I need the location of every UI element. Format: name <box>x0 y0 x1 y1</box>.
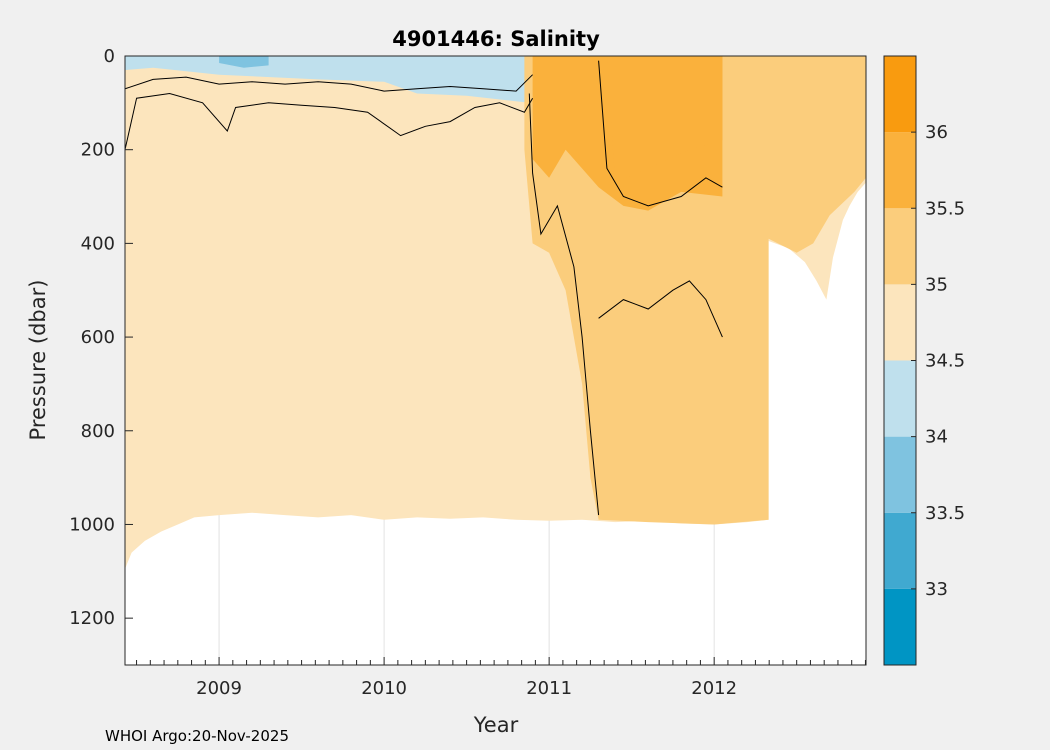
chart-title: 4901446: Salinity <box>392 27 600 51</box>
contour-line <box>598 60 723 207</box>
footer-credit: WHOI Argo:20-Nov-2025 <box>105 727 289 745</box>
plot-frame <box>124 55 867 666</box>
colorbar-segment <box>884 436 916 513</box>
y-tick-label: 400 <box>81 233 115 254</box>
x-tick-label: 2011 <box>526 678 572 699</box>
salinity-region-surface-fresh-patches <box>219 56 269 68</box>
x-axis: 2009 2010 2011 2012 <box>136 657 866 699</box>
y-tick-label: 800 <box>81 421 115 442</box>
colorbar-segment <box>884 360 916 437</box>
y-tick-label: 600 <box>81 327 115 348</box>
colorbar-tick-label: 33.5 <box>925 503 965 524</box>
x-tick-label: 2010 <box>361 678 407 699</box>
colorbar-tick-label: 35.5 <box>925 198 965 219</box>
contour-line <box>598 280 723 338</box>
contour-layer <box>125 60 723 516</box>
salinity-region-near-surface-high-salinity <box>606 56 723 183</box>
colorbar-tick-label: 36 <box>925 122 948 143</box>
colorbar-tick-label: 34 <box>925 427 948 448</box>
x-axis-title: Year <box>473 713 519 737</box>
contour-line <box>125 74 533 92</box>
colorbar-segment <box>884 512 916 589</box>
x-tick-label: 2012 <box>691 678 737 699</box>
contour-line <box>528 93 600 516</box>
y-tick-label: 0 <box>104 46 115 67</box>
colorbar-tick-label: 35 <box>925 274 948 295</box>
colorbar-segment <box>884 132 916 209</box>
contour-line <box>125 92 534 150</box>
colorbar-segment <box>884 284 916 361</box>
salinity-region-upper-low-salinity <box>125 56 530 103</box>
colorbar-tick-label: 34.5 <box>925 351 965 372</box>
y-tick-label: 200 <box>81 140 115 161</box>
colorbar-tick-label: 33 <box>925 579 948 600</box>
colorbar-segment <box>884 588 916 665</box>
colorbar: 33 33.5 34 34.5 35 35.5 36 <box>883 55 965 666</box>
colorbar-segment <box>884 56 916 133</box>
y-axis: 0 200 400 600 800 1000 1200 <box>69 46 133 629</box>
y-axis-title: Pressure (dbar) <box>26 280 50 441</box>
x-tick-label: 2009 <box>196 678 242 699</box>
y-tick-label: 1000 <box>69 514 115 535</box>
colorbar-segment <box>884 208 916 285</box>
salinity-fill-layer <box>125 56 866 569</box>
y-tick-label: 1200 <box>69 608 115 629</box>
